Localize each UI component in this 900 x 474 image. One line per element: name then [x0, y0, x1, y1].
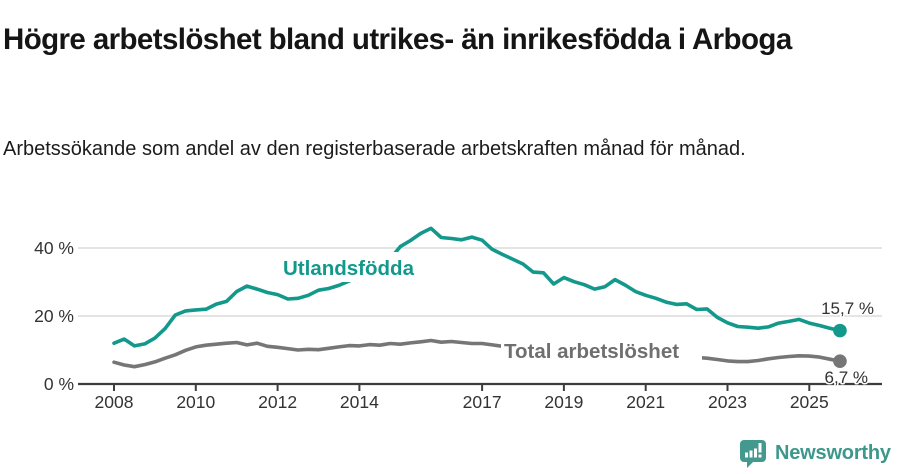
x-tick-label-2021: 2021	[626, 392, 665, 412]
line-chart-canvas: Utlandsfödda Total arbetslöshet 2008 2010 20…	[34, 226, 882, 412]
y-tick-label-20: 20 %	[34, 306, 74, 326]
label-mask	[501, 343, 702, 369]
brand-logo: Newsworthy	[738, 438, 891, 469]
endpoint-dot-total	[833, 354, 847, 369]
series-label-utlandsfodda: Utlandsfödda	[283, 257, 415, 280]
unemployment-line-chart: Utlandsfödda Total arbetslöshet 2008 2010 20…	[0, 205, 900, 420]
x-tick-label-2025: 2025	[790, 392, 829, 412]
end-value-label-total: 6,7 %	[825, 368, 868, 387]
x-tick-label-2008: 2008	[95, 392, 134, 412]
chart-subtitle: Arbetssökande som andel av den registerb…	[3, 138, 746, 160]
y-tick-label-40: 40 %	[34, 238, 74, 258]
x-tick-label-2019: 2019	[544, 392, 583, 412]
x-tick-label-2010: 2010	[176, 392, 215, 412]
x-tick-label-2023: 2023	[708, 392, 747, 412]
x-tick-label-2017: 2017	[463, 392, 502, 412]
brand-name: Newsworthy	[775, 442, 891, 464]
y-tick-label-0: 0 %	[44, 374, 74, 394]
endpoint-dot-utlandsfodda	[833, 323, 847, 338]
series-line-utlandsfodda	[112, 226, 842, 348]
series-label-total: Total arbetslöshet	[504, 340, 679, 363]
label-mask	[281, 252, 435, 282]
end-value-label-utlandsfodda: 15,7 %	[821, 299, 874, 318]
page-title: Högre arbetslöshet bland utrikes- än inr…	[3, 22, 792, 56]
series-line-total	[112, 338, 842, 369]
x-tick-label-2012: 2012	[258, 392, 297, 412]
x-tick-label-2014: 2014	[340, 392, 379, 412]
newsworthy-bar-chart-bubble-icon	[740, 440, 766, 468]
